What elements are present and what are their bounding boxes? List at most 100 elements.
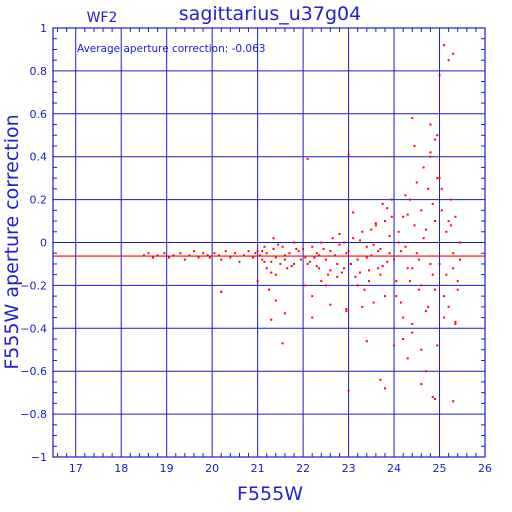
data-point (293, 241, 296, 244)
x-tick-label: 23 (342, 462, 356, 475)
data-point (447, 305, 450, 308)
data-point (265, 267, 268, 270)
data-point (436, 134, 439, 137)
data-point (452, 400, 455, 403)
data-point (347, 250, 350, 253)
data-point (390, 215, 393, 218)
data-point (458, 258, 461, 261)
data-point (408, 198, 411, 201)
data-point (431, 395, 434, 398)
data-point (381, 202, 384, 205)
data-point (363, 288, 366, 291)
data-point (452, 52, 455, 55)
data-point (424, 310, 427, 313)
data-point (304, 284, 307, 287)
data-point (340, 271, 343, 274)
data-point (388, 252, 391, 255)
data-point (433, 220, 436, 223)
y-tick-label: −0.4 (20, 322, 47, 335)
data-point (440, 209, 443, 212)
y-tick-label: −0.2 (20, 279, 47, 292)
data-point (258, 254, 261, 257)
data-point (368, 280, 371, 283)
data-point (361, 230, 364, 233)
data-point (438, 177, 441, 180)
data-point (431, 273, 434, 276)
data-point (306, 262, 309, 265)
data-point (163, 252, 166, 255)
data-point (254, 252, 257, 255)
y-tick-labels: 1 0.8 0.6 0.4 0.2 0 −0.2 −0.4 −0.6 −0.8 −1 (20, 22, 47, 464)
data-point (456, 288, 459, 291)
y-tick-label: −0.8 (20, 408, 47, 421)
data-point (406, 267, 409, 270)
data-point (308, 260, 311, 263)
y-tick-label: 0.6 (30, 108, 48, 121)
data-point (411, 117, 414, 120)
data-point (454, 215, 457, 218)
data-point (456, 280, 459, 283)
data-points (142, 44, 461, 403)
data-point (311, 245, 314, 248)
data-point (429, 123, 432, 126)
data-point (365, 256, 368, 259)
data-point (433, 398, 436, 401)
data-point (304, 256, 307, 259)
data-point (420, 284, 423, 287)
data-point (283, 258, 286, 261)
data-point (318, 254, 321, 257)
data-point (370, 254, 373, 257)
data-point (347, 389, 350, 392)
data-point (322, 247, 325, 250)
data-point (393, 344, 396, 347)
data-point (379, 247, 382, 250)
data-point (356, 284, 359, 287)
data-point (420, 348, 423, 351)
data-point (306, 157, 309, 160)
data-point (281, 342, 284, 345)
data-point (256, 280, 259, 283)
data-point (331, 237, 334, 240)
data-point (268, 288, 270, 291)
data-point (418, 258, 421, 261)
data-point (447, 220, 450, 223)
data-point (370, 228, 373, 231)
data-point (402, 316, 405, 319)
data-point (388, 235, 391, 238)
data-point (270, 318, 273, 321)
data-point (393, 327, 396, 330)
data-point (438, 74, 441, 77)
data-point (349, 262, 352, 265)
data-point (263, 245, 266, 248)
data-point (436, 177, 439, 180)
data-point (217, 254, 220, 257)
chip-label: WF2 (87, 10, 118, 26)
data-point (454, 320, 457, 323)
data-point (172, 254, 175, 257)
data-point (379, 273, 382, 276)
data-point (281, 245, 284, 248)
data-point (452, 252, 455, 255)
data-point (377, 250, 380, 253)
data-point (399, 301, 402, 304)
data-point (413, 144, 416, 147)
data-point (327, 273, 330, 276)
data-point (404, 245, 407, 248)
data-point (383, 220, 386, 223)
data-point (290, 265, 293, 268)
y-tick-label: −1 (31, 451, 47, 464)
data-point (383, 295, 386, 298)
data-point (361, 305, 364, 308)
x-tick-label: 24 (387, 462, 401, 475)
data-point (454, 323, 457, 326)
data-point (449, 198, 452, 201)
data-point (197, 256, 200, 259)
data-point (329, 269, 332, 272)
data-point (299, 258, 302, 261)
data-point (213, 252, 216, 255)
data-point (383, 387, 386, 390)
data-point (338, 232, 341, 235)
data-point (372, 243, 375, 246)
data-point (343, 267, 346, 270)
data-point (256, 250, 259, 253)
